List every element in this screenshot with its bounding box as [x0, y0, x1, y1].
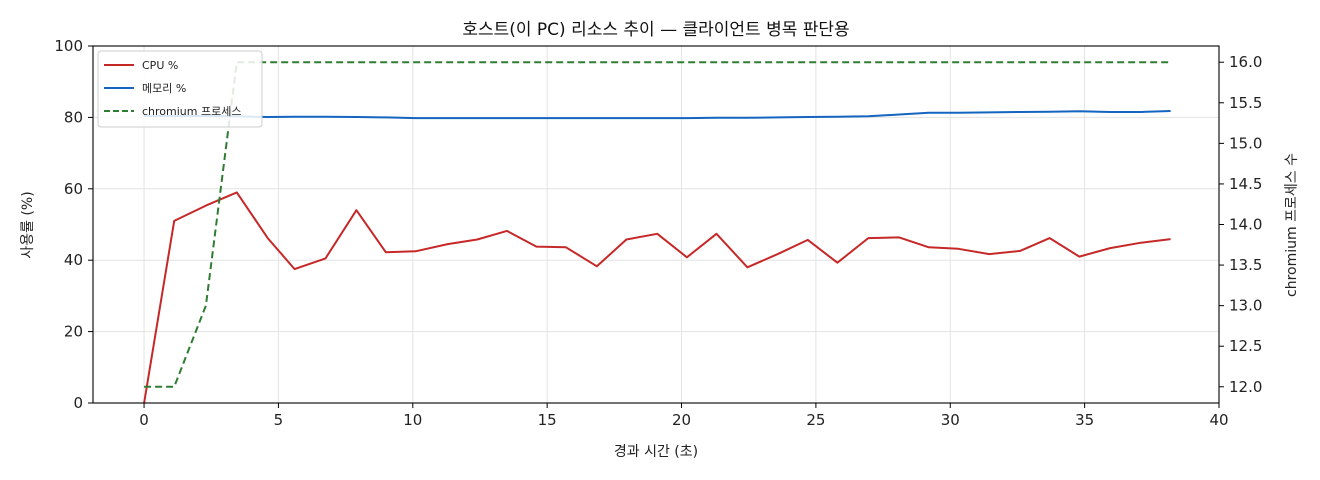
x-tick-label: 20 — [672, 411, 691, 429]
y2-tick-label: 14.5 — [1229, 175, 1262, 193]
chromium-series-line — [144, 61, 1171, 388]
x-tick-label: 25 — [806, 411, 825, 429]
x-tick-label: 35 — [1075, 411, 1094, 429]
y2-tick-label: 14.0 — [1229, 216, 1262, 234]
legend-label-chromium: chromium 프로세스 — [142, 105, 241, 118]
y-tick-label: 0 — [73, 394, 83, 412]
right-axis-ticks: 12.0 12.5 13.0 13.5 14.0 14.5 15.0 15.5 16.0 — [1219, 53, 1262, 396]
y2-tick-label: 16.0 — [1229, 53, 1262, 71]
y-tick-label: 80 — [64, 108, 83, 126]
plot-lines — [143, 61, 1171, 404]
chart-title: 호스트(이 PC) 리소스 추이 — 클라이언트 병목 판단용 — [462, 20, 849, 40]
x-tick-label: 0 — [139, 411, 149, 429]
x-axis-label: 경과 시간 (초) — [614, 444, 698, 460]
y-tick-label: 60 — [64, 180, 83, 198]
memory-series-line — [144, 110, 1171, 120]
y-tick-label: 20 — [64, 323, 83, 341]
x-tick-label: 15 — [538, 411, 557, 429]
left-axis-ticks: 0 20 40 60 80 100 — [54, 37, 93, 412]
cpu-series-line — [143, 191, 1171, 404]
x-tick-label: 10 — [403, 411, 422, 429]
y-tick-label: 40 — [64, 251, 83, 269]
legend-label-cpu: CPU % — [142, 59, 178, 72]
y2-tick-label: 12.5 — [1229, 337, 1262, 355]
y2-tick-label: 12.0 — [1229, 378, 1262, 396]
x-axis-ticks: 0 5 10 15 20 25 30 35 40 — [139, 403, 1229, 429]
legend: CPU % 메모리 % chromium 프로세스 — [97, 50, 263, 128]
x-tick-label: 40 — [1209, 411, 1228, 429]
y2-tick-label: 15.0 — [1229, 134, 1262, 152]
x-tick-label: 5 — [274, 411, 284, 429]
y-tick-label: 100 — [54, 37, 83, 55]
y2-tick-label: 15.5 — [1229, 94, 1262, 112]
y2-tick-label: 13.5 — [1229, 256, 1262, 274]
legend-box — [97, 50, 263, 128]
y-axis-label: 사용률 (%) — [20, 191, 36, 258]
legend-label-memory: 메모리 % — [142, 82, 186, 95]
x-tick-label: 30 — [941, 411, 960, 429]
y2-axis-label: chromium 프로세스 수 — [1284, 153, 1300, 297]
y2-tick-label: 13.0 — [1229, 297, 1262, 315]
